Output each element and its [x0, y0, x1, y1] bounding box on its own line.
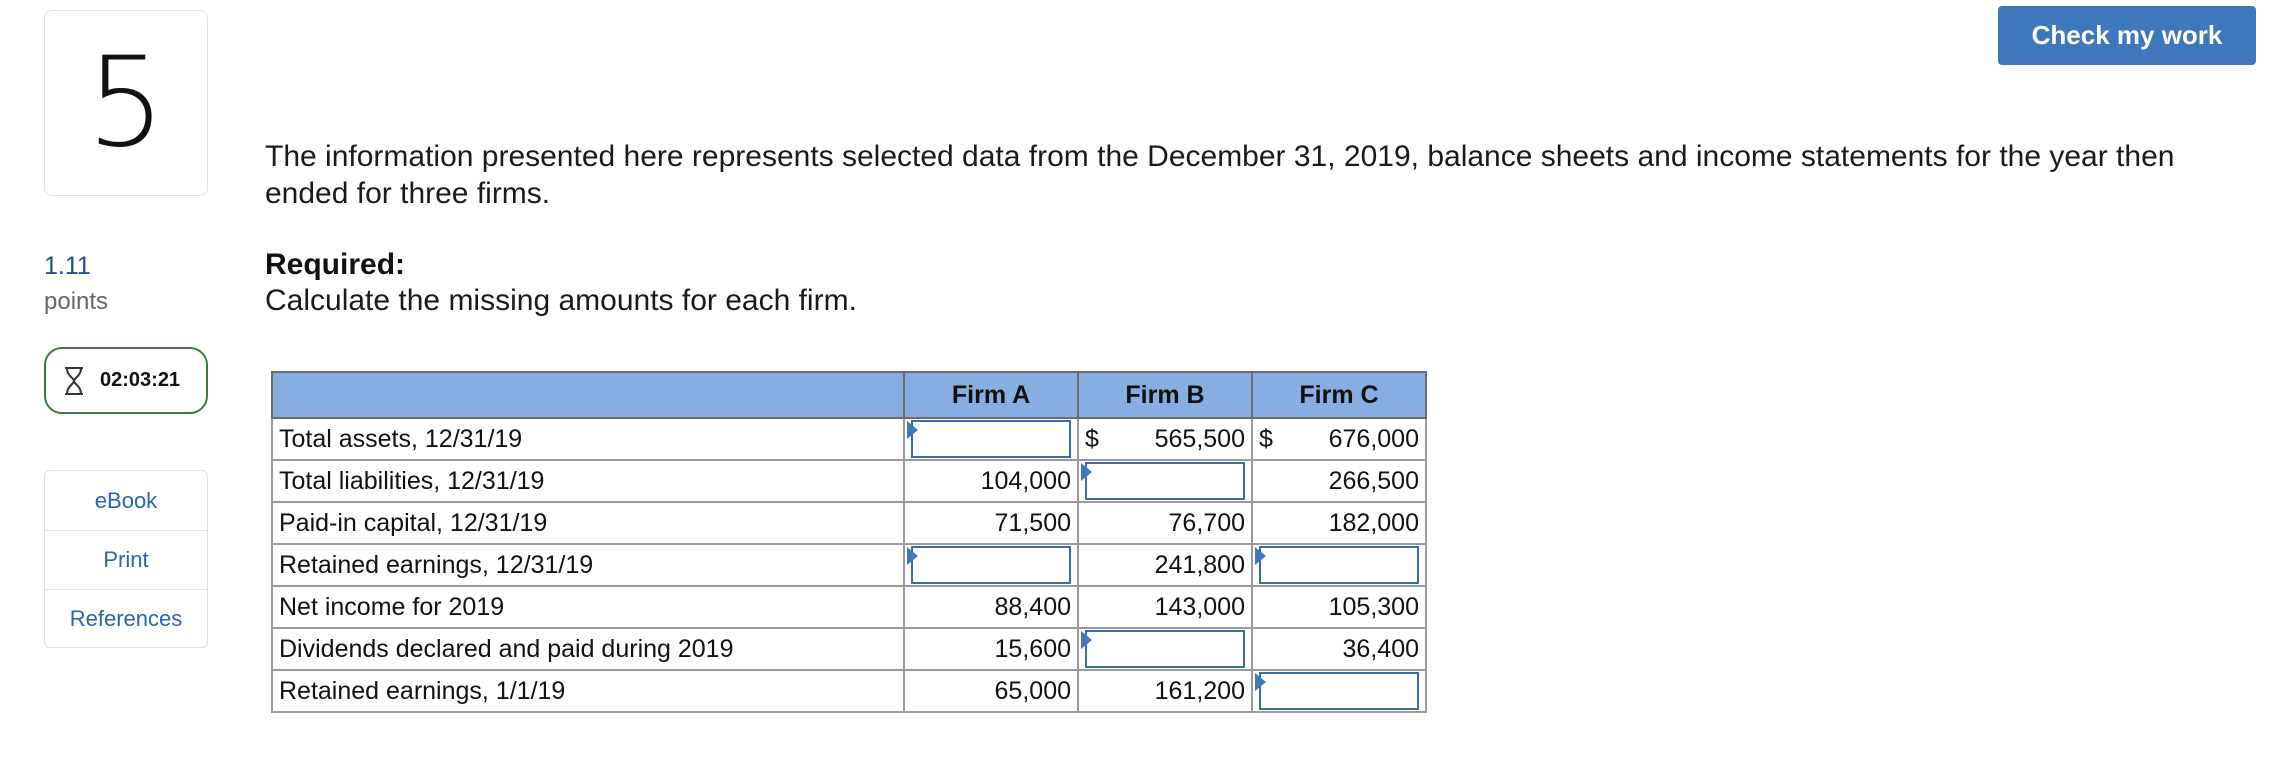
row-label: Retained earnings, 12/31/19	[271, 543, 905, 587]
input-marker-icon	[907, 547, 918, 565]
value-cell-firm-b: 143,000	[1077, 585, 1253, 629]
value-cell-firm-c: 182,000	[1251, 501, 1427, 545]
header-label	[271, 371, 905, 419]
cell-value: 676,000	[1328, 424, 1419, 453]
answer-cell-firm-b	[1077, 627, 1253, 671]
row-label: Retained earnings, 1/1/19	[271, 669, 905, 713]
answer-cell-firm-c	[1251, 669, 1427, 713]
input-marker-icon	[1255, 547, 1266, 565]
value-cell-firm-c: $676,000	[1251, 417, 1427, 461]
row-label: Net income for 2019	[271, 585, 905, 629]
data-table: Firm A Firm B Firm C Total assets, 12/31…	[271, 371, 1427, 713]
input-marker-icon	[1081, 463, 1092, 481]
answer-input-firm-c[interactable]	[1259, 546, 1419, 584]
question-number: 5	[44, 10, 208, 196]
print-link[interactable]: Print	[45, 530, 207, 589]
answer-input-firm-a[interactable]	[911, 420, 1071, 458]
required-heading: Required:	[265, 248, 406, 281]
currency-symbol: $	[1259, 424, 1273, 453]
value-cell-firm-c: 36,400	[1251, 627, 1427, 671]
value-cell-firm-a: 104,000	[903, 459, 1079, 503]
currency-symbol: $	[1085, 424, 1099, 453]
value-cell-firm-a: 71,500	[903, 501, 1079, 545]
table-row: Net income for 2019 88,400 143,000 105,300	[271, 585, 1427, 629]
ebook-link[interactable]: eBook	[94, 487, 158, 513]
value-cell-firm-b: 241,800	[1077, 543, 1253, 587]
row-label: Total liabilities, 12/31/19	[271, 459, 905, 503]
input-marker-icon	[1255, 673, 1266, 691]
answer-cell-firm-b	[1077, 459, 1253, 503]
answer-input-firm-b[interactable]	[1085, 630, 1245, 668]
table-row: Retained earnings, 1/1/19 65,000 161,200	[271, 669, 1427, 713]
value-cell-firm-c: 266,500	[1251, 459, 1427, 503]
answer-cell-firm-a	[903, 417, 1079, 461]
table-row: Dividends declared and paid during 2019 1…	[271, 627, 1427, 671]
table-row: Paid-in capital, 12/31/19 71,500 76,700 182…	[271, 501, 1427, 545]
answer-input-firm-a[interactable]	[911, 546, 1071, 584]
hourglass-icon	[65, 366, 83, 395]
value-cell-firm-a: 88,400	[903, 585, 1079, 629]
required-text: Calculate the missing amounts for each f…	[265, 284, 857, 317]
value-cell-firm-b: 161,200	[1077, 669, 1253, 713]
answer-cell-firm-a	[903, 543, 1079, 587]
row-label: Dividends declared and paid during 2019	[271, 627, 905, 671]
table-row: Retained earnings, 12/31/19 241,800	[271, 543, 1427, 587]
input-marker-icon	[907, 421, 918, 439]
timer[interactable]: 02:03:21	[44, 347, 208, 414]
points-label: points	[44, 288, 109, 315]
timer-text: 02:03:21	[100, 369, 181, 391]
row-label: Total assets, 12/31/19	[271, 417, 905, 461]
table-header-row: Firm A Firm B Firm C	[271, 371, 1427, 419]
check-my-work-button[interactable]: Check my work	[1998, 6, 2256, 65]
question-intro: The information presented here represent…	[265, 140, 2175, 210]
answer-input-firm-c[interactable]	[1259, 672, 1419, 710]
answer-input-firm-b[interactable]	[1085, 462, 1245, 500]
value-cell-firm-b: 76,700	[1077, 501, 1253, 545]
cell-value: 565,500	[1154, 424, 1245, 453]
references-link[interactable]: References	[45, 589, 207, 648]
resource-links: eBook Print References	[44, 470, 208, 648]
header-firm-b: Firm B	[1077, 371, 1253, 419]
header-firm-a: Firm A	[903, 371, 1079, 419]
table-row: Total assets, 12/31/19 $565,500 $676,000	[271, 417, 1427, 461]
value-cell-firm-c: 105,300	[1251, 585, 1427, 629]
value-cell-firm-b: $565,500	[1077, 417, 1253, 461]
table-row: Total liabilities, 12/31/19 104,000 266,50…	[271, 459, 1427, 503]
value-cell-firm-a: 15,600	[903, 627, 1079, 671]
row-label: Paid-in capital, 12/31/19	[271, 501, 905, 545]
answer-cell-firm-c	[1251, 543, 1427, 587]
input-marker-icon	[1081, 631, 1092, 649]
header-firm-c: Firm C	[1251, 371, 1427, 419]
value-cell-firm-a: 65,000	[903, 669, 1079, 713]
points-value: 1.11	[44, 252, 91, 280]
